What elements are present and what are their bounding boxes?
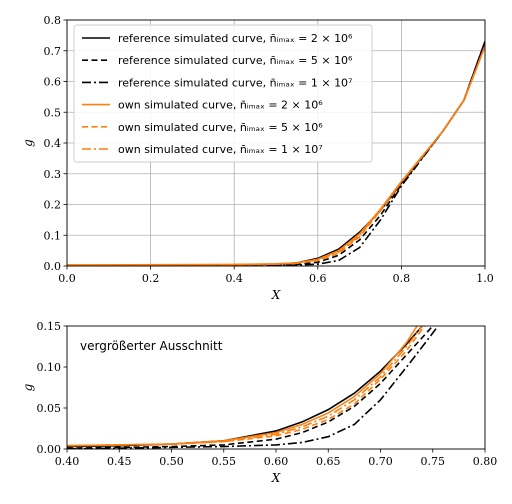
x-tick-label: 0.40 — [55, 455, 80, 468]
x-tick-label: 0.70 — [368, 455, 393, 468]
top-chart: 0.0 0.2 0.4 0.6 0.8 1.0 0.0 0.1 0.2 0.3 0.4 0.5 0.6 0… — [21, 14, 494, 302]
x-tick-label: 1.0 — [476, 272, 494, 285]
legend-entry: own simulated curve, n̄ᵢₘₐₓ = 2 × 10⁶ — [118, 99, 323, 112]
y-tick-label: 0.15 — [37, 320, 62, 333]
series-line-5 — [67, 45, 485, 266]
y-axis-label: g — [21, 139, 35, 147]
y-tick-label: 0.6 — [44, 76, 62, 89]
legend-entry: reference simulated curve, n̄ᵢₘₐₓ = 1 × … — [118, 76, 352, 89]
x-axis-label: X — [271, 288, 281, 302]
x-tick-label: 0.65 — [316, 455, 341, 468]
y-tick-label: 0.05 — [37, 402, 62, 415]
legend-entry: reference simulated curve, n̄ᵢₘₐₓ = 2 × … — [118, 32, 353, 45]
legend-entry: own simulated curve, n̄ᵢₘₐₓ = 5 × 10⁶ — [118, 121, 323, 134]
x-tick-label: 0.8 — [393, 272, 411, 285]
x-tick-label: 0.2 — [142, 272, 160, 285]
y-tick-label: 0.8 — [44, 14, 62, 27]
x-tick-label: 0.50 — [159, 455, 184, 468]
x-tick-label: 0.55 — [212, 455, 237, 468]
x-tick-label: 0.45 — [107, 455, 132, 468]
x-tick-label: 0.75 — [421, 455, 446, 468]
y-tick-label: 0.5 — [44, 106, 62, 119]
y-tick-label: 0.4 — [44, 137, 62, 150]
series-line-3 — [67, 326, 439, 449]
bottom-chart-zoom: 0.40 0.45 0.50 0.55 0.60 0.65 0.70 0.75 0.80 0.00… — [21, 320, 497, 485]
legend-entry: reference simulated curve, n̄ᵢₘₐₓ = 5 × … — [118, 54, 353, 67]
x-tick-label: 0.6 — [309, 272, 327, 285]
y-tick-label: 0.7 — [44, 45, 62, 58]
series-line-2 — [67, 326, 434, 449]
series-line-6 — [67, 326, 423, 447]
y-tick-label: 0.3 — [44, 168, 62, 181]
legend-entry: own simulated curve, n̄ᵢₘₐₓ = 1 × 10⁷ — [118, 143, 323, 156]
x-tick-label: 0.60 — [264, 455, 289, 468]
x-axis-label: X — [271, 471, 281, 485]
x-tick-label: 0.80 — [473, 455, 498, 468]
y-tick-label: 0.10 — [37, 361, 62, 374]
x-tick-label: 0.0 — [58, 272, 76, 285]
y-tick-label: 0.2 — [44, 199, 62, 212]
y-tick-label: 0.00 — [37, 443, 62, 456]
y-axis-label: g — [21, 383, 35, 391]
y-tick-label: 0.1 — [44, 229, 62, 242]
zoom-annotation: vergrößerter Ausschnitt — [80, 339, 223, 353]
y-tick-label: 0.0 — [44, 260, 62, 273]
legend-box — [73, 24, 373, 163]
x-tick-label: 0.4 — [225, 272, 243, 285]
